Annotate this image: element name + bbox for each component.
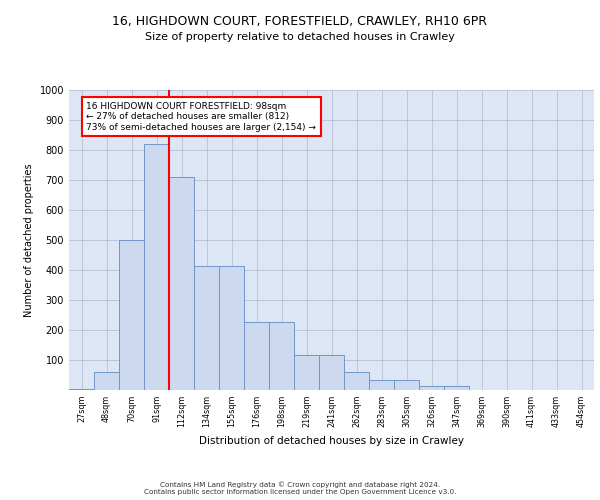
Bar (344, 372, 369, 390)
Bar (169, 177, 194, 390)
Bar (194, 266, 219, 390)
Bar (219, 266, 244, 390)
Bar (94, 372, 119, 390)
Bar (369, 380, 394, 390)
Bar (294, 354, 319, 390)
Bar (394, 380, 419, 390)
Bar (119, 240, 144, 390)
Bar (319, 354, 344, 390)
Text: Contains HM Land Registry data © Crown copyright and database right 2024.
Contai: Contains HM Land Registry data © Crown c… (144, 482, 456, 495)
Bar (444, 386, 469, 390)
Text: 16, HIGHDOWN COURT, FORESTFIELD, CRAWLEY, RH10 6PR: 16, HIGHDOWN COURT, FORESTFIELD, CRAWLEY… (113, 15, 487, 28)
Bar (419, 386, 444, 390)
Text: Size of property relative to detached houses in Crawley: Size of property relative to detached ho… (145, 32, 455, 42)
X-axis label: Distribution of detached houses by size in Crawley: Distribution of detached houses by size … (199, 436, 464, 446)
Y-axis label: Number of detached properties: Number of detached properties (24, 163, 34, 317)
Bar (144, 144, 169, 390)
Bar (69, 388, 94, 390)
Text: 16 HIGHDOWN COURT FORESTFIELD: 98sqm
← 27% of detached houses are smaller (812)
: 16 HIGHDOWN COURT FORESTFIELD: 98sqm ← 2… (86, 102, 316, 132)
Bar (244, 322, 269, 390)
Bar (269, 322, 294, 390)
